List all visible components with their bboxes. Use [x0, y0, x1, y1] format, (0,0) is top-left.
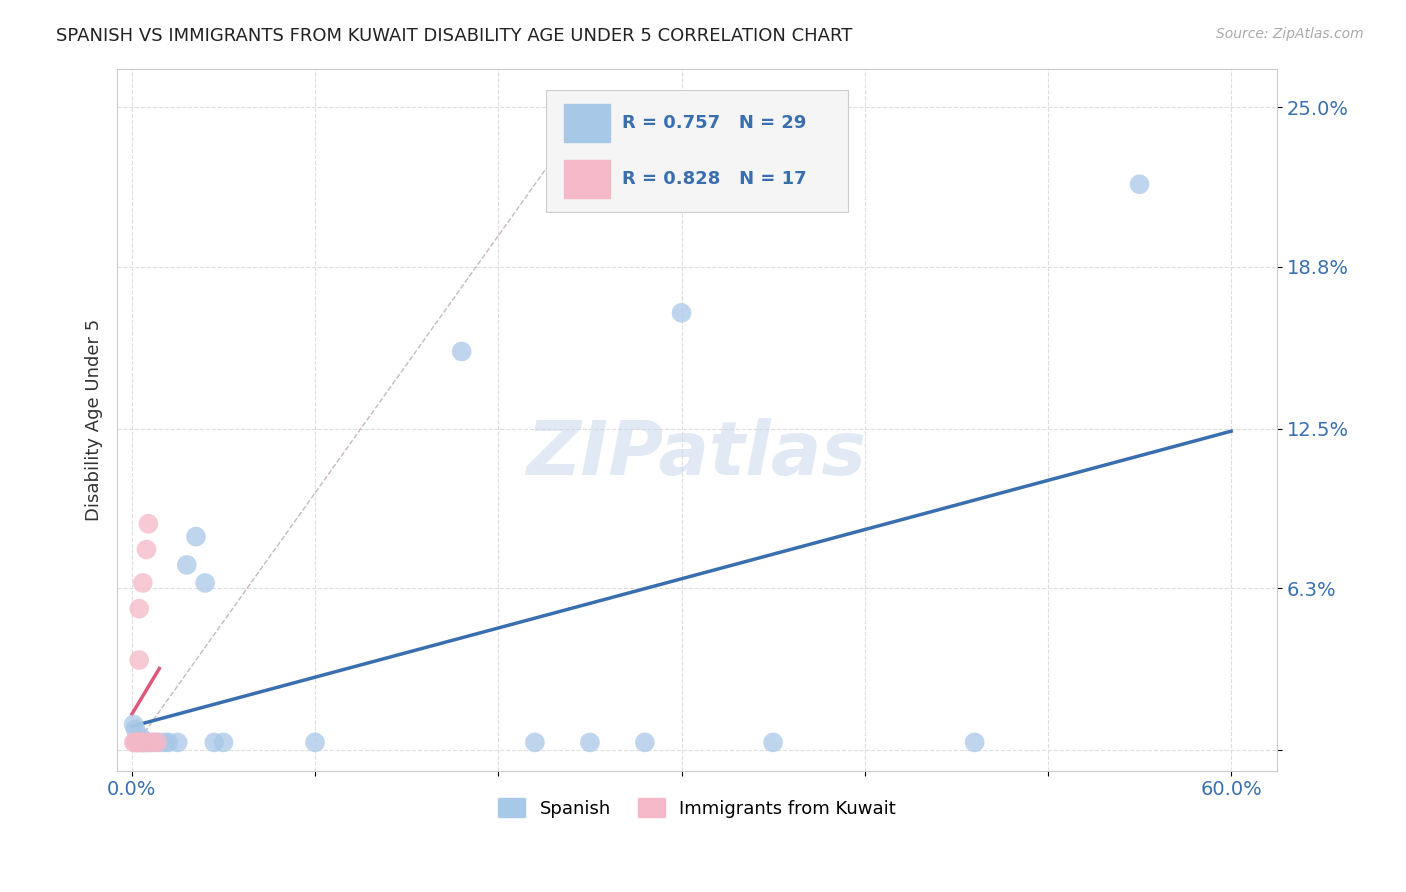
FancyBboxPatch shape	[564, 160, 610, 198]
Text: R = 0.757   N = 29: R = 0.757 N = 29	[621, 114, 806, 132]
Point	[194, 576, 217, 591]
Point	[450, 344, 472, 359]
Point	[304, 735, 326, 749]
Point	[146, 735, 169, 749]
Point	[132, 576, 155, 591]
Point	[148, 735, 170, 749]
Point	[1128, 178, 1150, 192]
Y-axis label: Disability Age Under 5: Disability Age Under 5	[86, 318, 103, 521]
Point	[139, 735, 162, 749]
Point	[124, 735, 146, 749]
Point	[142, 735, 165, 749]
Point	[142, 735, 165, 749]
Text: SPANISH VS IMMIGRANTS FROM KUWAIT DISABILITY AGE UNDER 5 CORRELATION CHART: SPANISH VS IMMIGRANTS FROM KUWAIT DISABI…	[56, 27, 852, 45]
Point	[129, 731, 152, 745]
Point	[127, 735, 149, 749]
Text: ZIPatlas: ZIPatlas	[527, 418, 868, 491]
Point	[124, 723, 146, 737]
Point	[134, 735, 156, 749]
Point	[128, 653, 150, 667]
Point	[166, 735, 188, 749]
Point	[135, 542, 157, 557]
Point	[762, 735, 785, 749]
Point	[184, 530, 207, 544]
Point	[122, 717, 145, 731]
Point	[122, 735, 145, 749]
Point	[132, 735, 155, 749]
Point	[129, 735, 152, 749]
Point	[153, 735, 176, 749]
Text: R = 0.828   N = 17: R = 0.828 N = 17	[621, 170, 806, 188]
Point	[579, 735, 602, 749]
Point	[135, 735, 157, 749]
Point	[963, 735, 986, 749]
Point	[128, 601, 150, 615]
Point	[139, 735, 162, 749]
FancyBboxPatch shape	[547, 89, 848, 212]
Point	[523, 735, 546, 749]
Point	[634, 735, 657, 749]
Point	[176, 558, 198, 572]
Point	[127, 735, 149, 749]
Point	[124, 735, 146, 749]
Point	[671, 306, 693, 320]
Point	[128, 735, 150, 749]
Point	[138, 516, 160, 531]
Point	[127, 735, 149, 749]
Text: Source: ZipAtlas.com: Source: ZipAtlas.com	[1216, 27, 1364, 41]
Legend: Spanish, Immigrants from Kuwait: Spanish, Immigrants from Kuwait	[491, 791, 904, 825]
Point	[134, 735, 156, 749]
Point	[129, 735, 152, 749]
Point	[138, 735, 160, 749]
Point	[132, 735, 155, 749]
Point	[157, 735, 180, 749]
Point	[212, 735, 235, 749]
FancyBboxPatch shape	[564, 103, 610, 142]
Point	[202, 735, 225, 749]
